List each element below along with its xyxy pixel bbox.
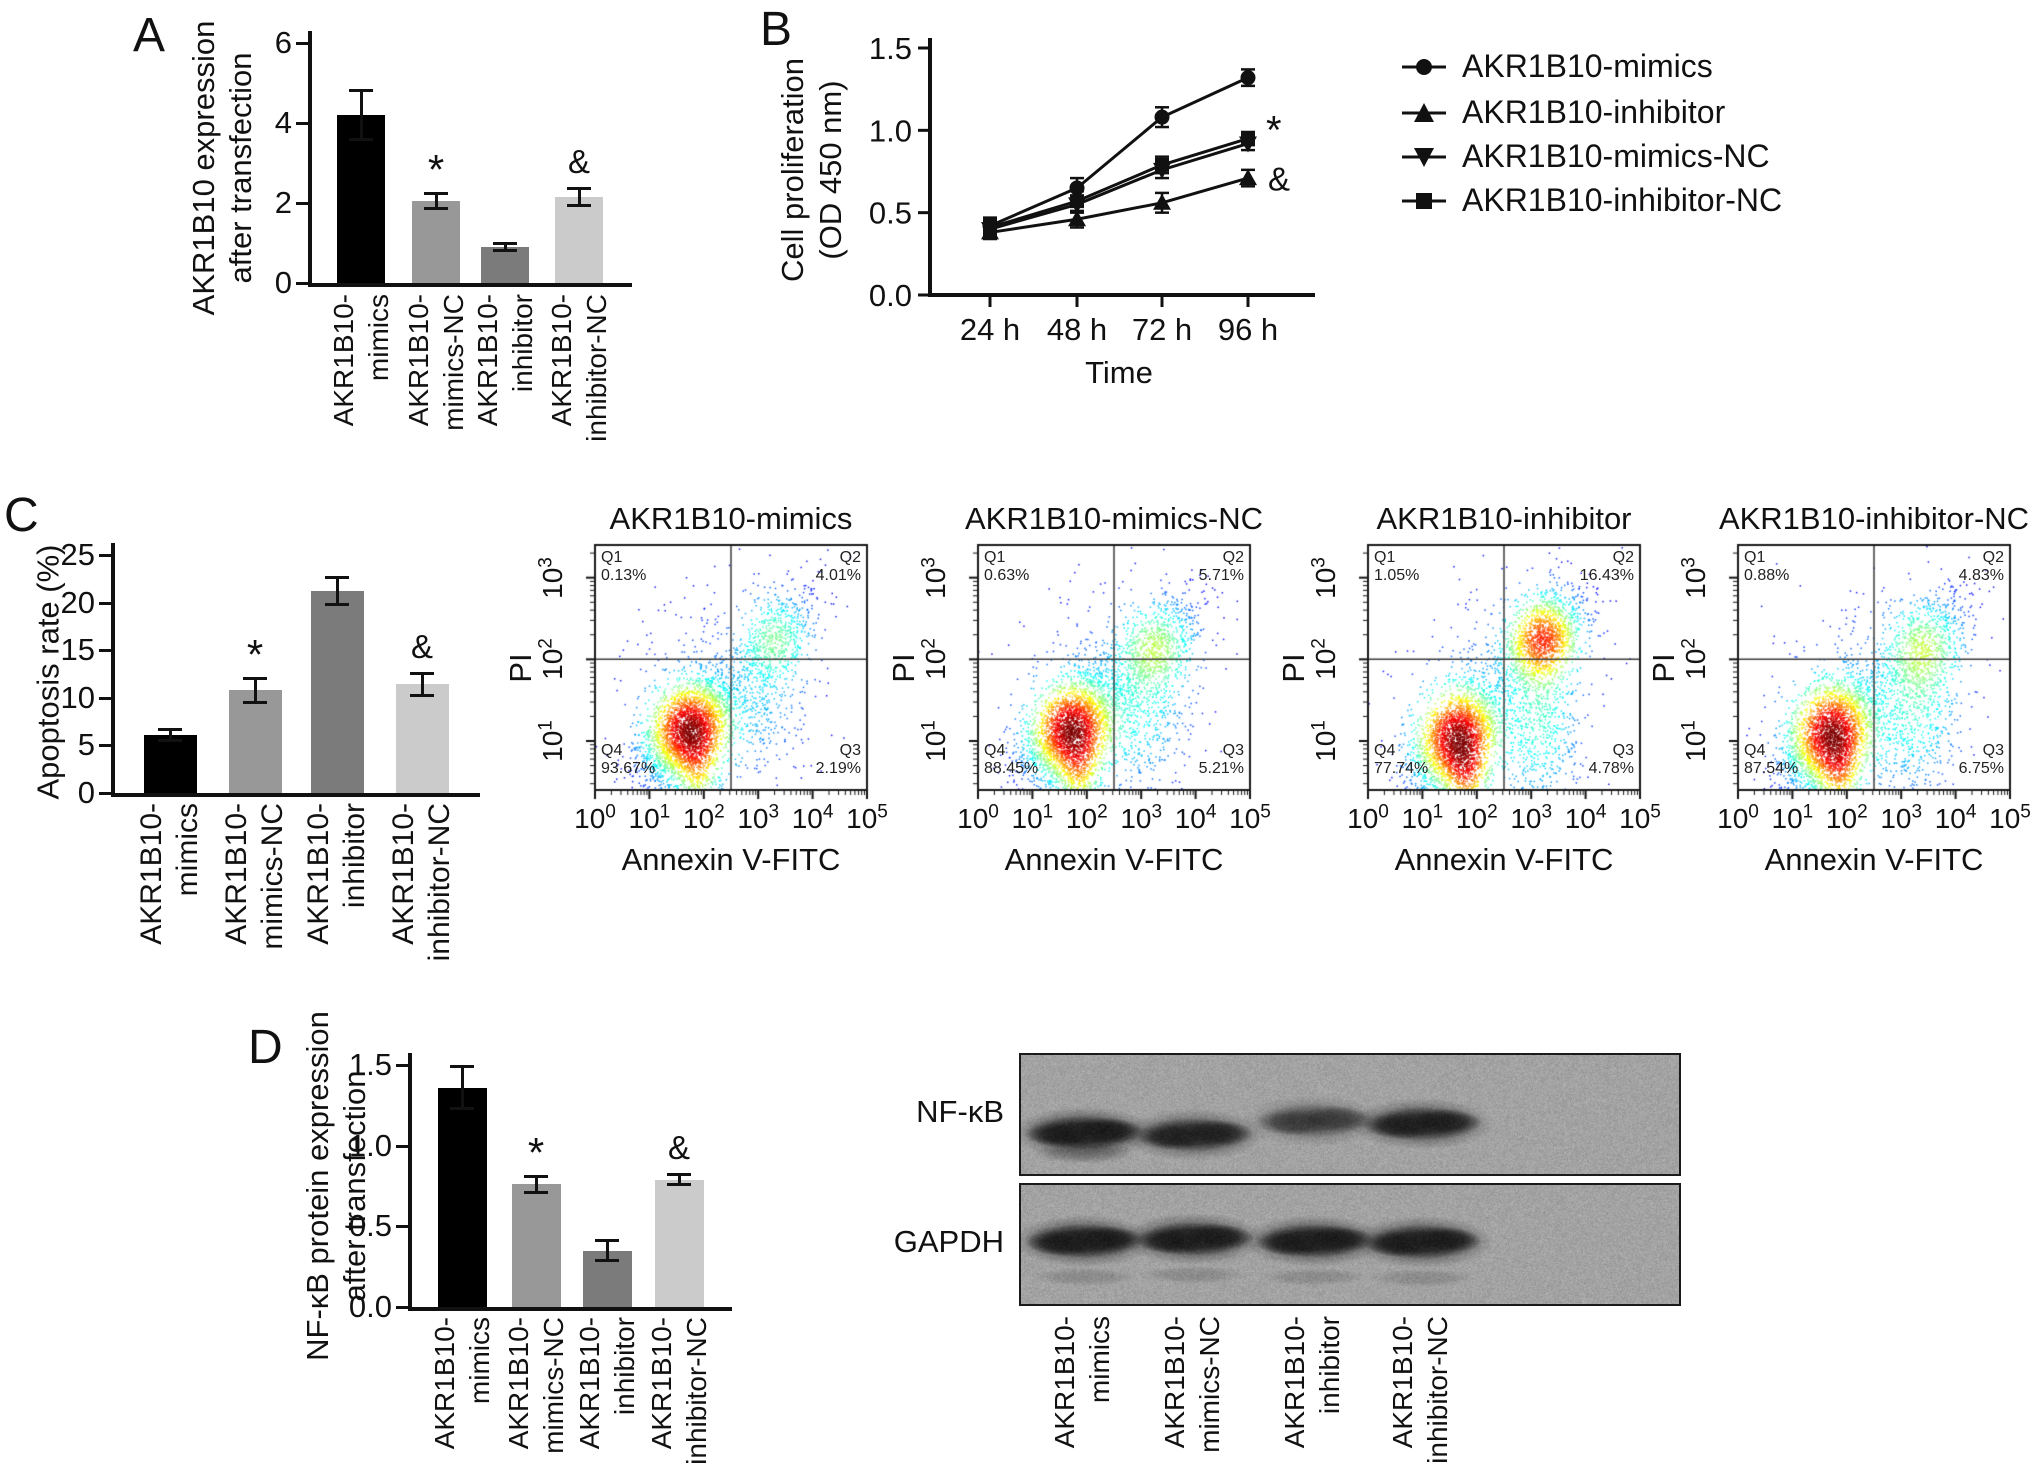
figure-root: A B C D 0 2 4 6 AKR1B10 expression after tra… [0, 0, 2032, 1481]
x-category-label-text: AKR1B10- mimics [1047, 1316, 1117, 1476]
gapdh-row-label: GAPDH [844, 1224, 1004, 1260]
gapdh-blot-image [1019, 1183, 1681, 1306]
panel-d-western-blot: NF-κB GAPDH AKR1B10- mimics AKR1B10- mimics… [0, 0, 2032, 1481]
x-category-label-text: AKR1B10- inhibitor [1277, 1316, 1347, 1476]
x-category-label-text: AKR1B10- inhibitor-NC [1385, 1316, 1455, 1476]
nfkb-row-label: NF-κB [844, 1094, 1004, 1130]
x-category-label-text: AKR1B10- mimics-NC [1157, 1316, 1227, 1476]
nfkb-blot-image [1019, 1053, 1681, 1176]
